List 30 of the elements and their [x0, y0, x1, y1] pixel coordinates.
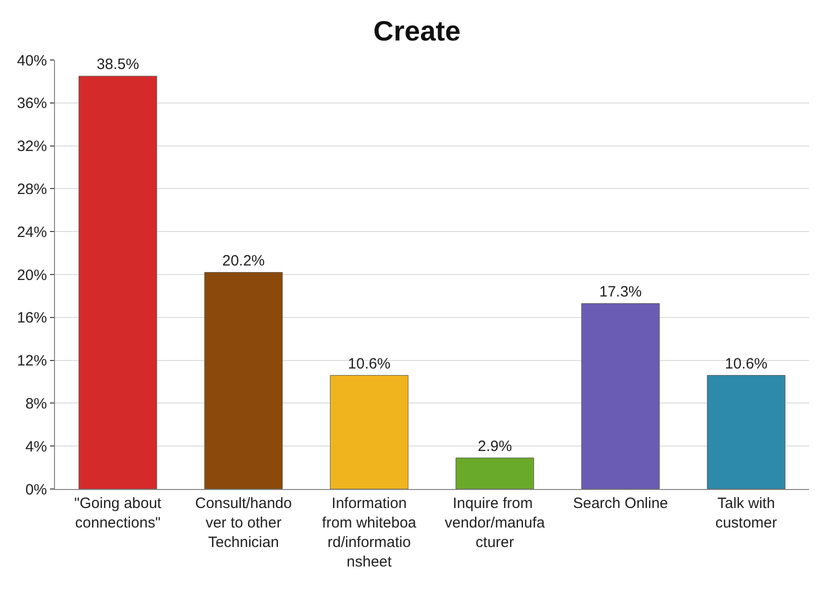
x-tick-label: "Going about connections"	[74, 495, 162, 532]
data-label: 10.6%	[348, 355, 390, 372]
y-tick-label: 32%	[16, 138, 47, 156]
y-tick-label: 12%	[16, 352, 47, 370]
x-tick-label: Search Online	[572, 495, 668, 512]
x-tick-label: Inquire from vendor/manufacturer	[444, 495, 546, 551]
x-tick-label: Consult/handover to other Technician	[195, 495, 292, 551]
y-tick-label: 16%	[16, 310, 47, 327]
y-tick-label: 8%	[25, 395, 47, 412]
data-label: 20.2%	[222, 252, 265, 270]
data-label: 10.6%	[724, 355, 768, 372]
y-tick-label: 4%	[25, 438, 47, 456]
bar	[581, 303, 660, 489]
data-label: 2.9%	[478, 438, 512, 455]
chart-title: Create	[373, 15, 461, 46]
y-tick-label: 20%	[16, 266, 47, 284]
x-tick-label: Information from whiteboard/informationsheet	[322, 495, 417, 570]
y-tick-label: 0%	[25, 481, 47, 498]
bar	[330, 375, 408, 489]
y-tick-label: 40%	[16, 52, 47, 70]
data-label: 38.5%	[96, 56, 140, 74]
y-tick-label: 24%	[16, 224, 47, 241]
data-label: 17.3%	[599, 283, 642, 300]
bar	[78, 76, 158, 489]
y-tick-label: 28%	[16, 180, 47, 198]
bar	[706, 375, 786, 489]
bar	[456, 458, 534, 489]
x-tick-label: Talk with customer	[715, 495, 778, 532]
y-tick-label: 36%	[16, 95, 47, 112]
bar	[204, 272, 283, 489]
